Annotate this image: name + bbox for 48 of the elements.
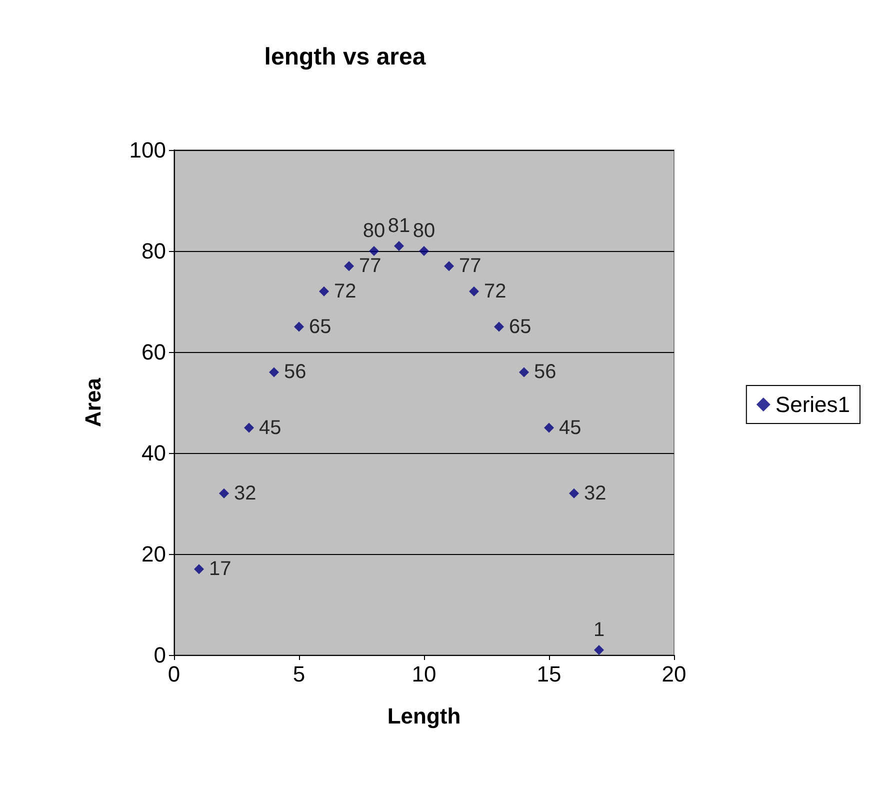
point	[244, 422, 254, 433]
y-tick-label: 80	[142, 238, 166, 264]
point	[569, 488, 579, 498]
data-label: 72	[334, 280, 356, 302]
chart-title: length vs area	[264, 44, 426, 70]
point	[469, 286, 479, 296]
data-label: 32	[234, 482, 256, 504]
x-axis-title: Length	[387, 704, 461, 728]
x-tick-label: 5	[292, 662, 306, 686]
point	[219, 488, 229, 498]
y-tick-label: 60	[142, 340, 166, 364]
point	[419, 246, 429, 256]
data-label: 80	[362, 220, 386, 242]
point	[194, 564, 204, 574]
y-tick-label: 20	[142, 542, 166, 566]
x-tick-label: 15	[536, 662, 562, 686]
data-label: 80	[412, 220, 436, 242]
x-tick-label: 10	[412, 662, 436, 686]
data-label: 56	[534, 361, 556, 384]
point	[369, 246, 379, 256]
y-tick-label: 100	[129, 138, 166, 162]
y-axis-title: Area	[80, 377, 106, 427]
point	[344, 261, 354, 272]
point	[394, 240, 404, 251]
data-label: 32	[584, 482, 606, 504]
data-label: 77	[459, 255, 482, 278]
data-label: 65	[509, 316, 532, 338]
point	[319, 286, 329, 296]
data-label: 45	[559, 416, 582, 439]
data-label: 77	[359, 255, 382, 278]
point	[544, 422, 554, 433]
point	[294, 322, 304, 332]
data-label: 65	[309, 316, 332, 338]
data-label: 81	[388, 214, 410, 237]
point	[269, 367, 279, 378]
data-label: 56	[284, 361, 306, 384]
x-tick-label: 20	[662, 662, 686, 686]
point	[494, 322, 504, 332]
data-label: 17	[209, 558, 232, 580]
data-label: 72	[484, 280, 506, 302]
data-label: 45	[259, 416, 282, 439]
point	[519, 367, 529, 378]
point	[594, 644, 604, 655]
y-tick-label: 0	[154, 642, 166, 668]
y-tick-label: 40	[142, 440, 166, 466]
data-label: 1	[593, 618, 605, 641]
point	[444, 261, 454, 272]
legend-label: Series1	[775, 392, 850, 417]
